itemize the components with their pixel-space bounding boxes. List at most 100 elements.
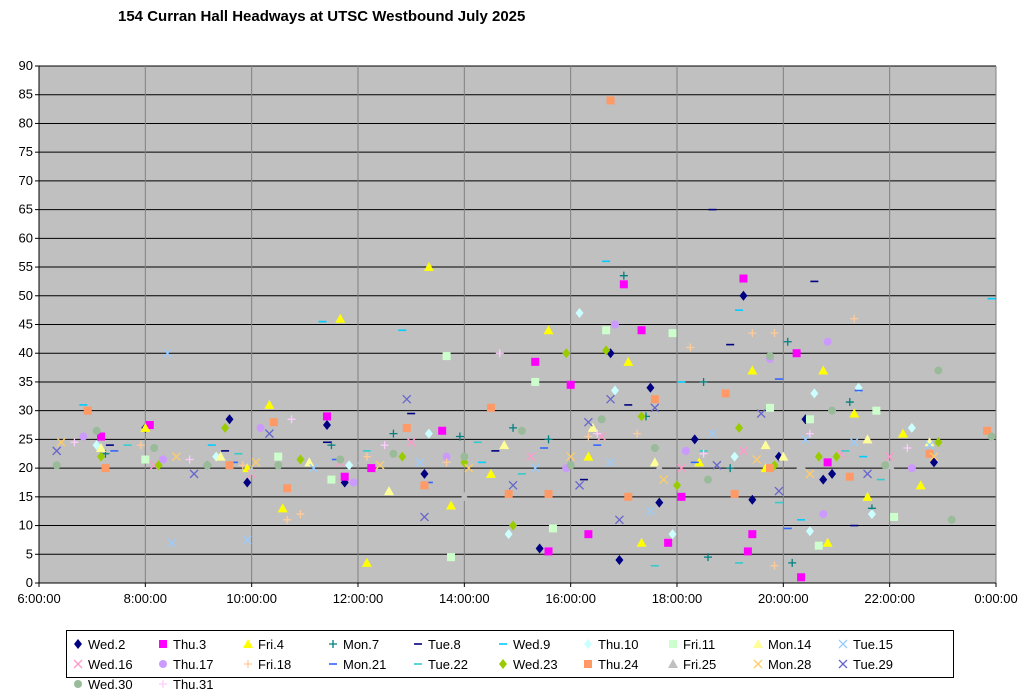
data-point	[56, 437, 66, 447]
legend-marker	[159, 640, 167, 648]
data-point	[530, 463, 540, 473]
data-point	[327, 475, 336, 484]
data-point	[903, 444, 912, 453]
legend-item: Mon.28	[751, 654, 836, 674]
legend-marker-shape	[753, 639, 763, 648]
legend-label: Mon.21	[343, 656, 387, 672]
series-thu-24	[83, 96, 992, 501]
data-point	[287, 415, 296, 424]
data-point	[814, 541, 823, 550]
data-point	[823, 458, 832, 467]
data-point	[544, 489, 553, 498]
data-point	[637, 326, 646, 335]
legend-marker	[243, 639, 253, 648]
data-point	[460, 452, 469, 461]
series-tue-22	[123, 441, 885, 567]
legend-marker-shape	[329, 640, 337, 648]
legend-marker-shape	[74, 639, 82, 649]
data-point	[823, 337, 832, 346]
data-point	[766, 403, 775, 412]
data-point	[907, 422, 916, 433]
series-fri-11	[141, 326, 899, 562]
x-tick-label: 16:00:00	[545, 591, 596, 606]
data-point	[509, 520, 518, 531]
y-tick-label: 10	[19, 518, 33, 533]
data-point	[797, 573, 806, 582]
data-point	[828, 406, 837, 415]
legend-marker-shape	[753, 659, 763, 669]
data-point	[748, 494, 757, 505]
data-point	[485, 468, 496, 478]
data-point	[380, 441, 389, 450]
legend-marker	[74, 680, 82, 688]
legend-marker-shape	[159, 660, 167, 668]
y-tick-label: 45	[19, 317, 33, 332]
y-axis: 0 5 10 15 20 25 30 35 40 45 50 55 60 65 70 75 80 85 90	[19, 58, 39, 590]
data-point	[189, 469, 199, 479]
data-point	[885, 452, 895, 462]
data-point	[136, 441, 145, 450]
data-point	[296, 454, 305, 465]
series-fri-18	[136, 314, 859, 570]
legend-label: Thu.31	[173, 676, 214, 692]
data-point	[243, 477, 252, 488]
data-point	[361, 557, 372, 567]
data-point	[783, 337, 792, 346]
legend-label: Mon.14	[768, 636, 812, 652]
data-point	[531, 377, 540, 386]
legend-item: Thu.17	[156, 654, 241, 674]
y-tick-label: 85	[19, 87, 33, 102]
data-point	[712, 460, 722, 470]
data-point	[645, 506, 655, 516]
data-point	[269, 418, 278, 427]
data-point	[788, 558, 797, 567]
data-point	[748, 530, 757, 539]
legend-item: Thu.24	[581, 654, 666, 674]
data-point	[398, 451, 407, 462]
legend-item: Thu.3	[156, 634, 241, 654]
data-point	[367, 464, 376, 473]
data-point	[819, 474, 828, 485]
x-tick-label: 14:00:00	[439, 591, 490, 606]
y-tick-label: 65	[19, 202, 33, 217]
legend-label: Tue.22	[428, 656, 468, 672]
legend-item: Tue.22	[411, 654, 496, 674]
data-point	[619, 280, 628, 289]
data-point	[655, 497, 664, 508]
data-point	[832, 451, 841, 462]
data-point	[225, 414, 234, 425]
legend-item: Thu.10	[581, 634, 666, 654]
data-point	[766, 352, 775, 361]
legend-item: Wed.9	[496, 634, 581, 654]
data-point	[615, 555, 624, 566]
legend-marker	[73, 659, 83, 669]
data-point	[805, 429, 814, 438]
legend-marker-shape	[74, 680, 82, 688]
y-tick-label: 55	[19, 259, 33, 274]
legend-item: Wed.30	[71, 674, 156, 694]
data-point	[739, 274, 748, 283]
data-point	[924, 437, 935, 447]
data-point	[509, 423, 518, 432]
series-mon-7	[101, 271, 876, 567]
data-point	[897, 428, 908, 438]
data-point	[748, 329, 757, 338]
data-point	[238, 461, 247, 470]
data-point	[499, 440, 510, 450]
legend-label: Mon.7	[343, 636, 380, 652]
legend-item: Tue.29	[836, 654, 921, 674]
data-point	[738, 446, 748, 456]
legend-label: Wed.2	[88, 636, 126, 652]
legend-marker	[668, 659, 678, 668]
legend-marker-shape	[73, 659, 83, 669]
data-point	[92, 426, 101, 435]
data-point	[495, 349, 504, 358]
data-point	[881, 461, 890, 470]
x-tick-label: 0:00:00	[974, 591, 1017, 606]
data-point	[907, 464, 916, 473]
data-point	[340, 472, 349, 481]
data-point	[526, 452, 536, 462]
data-point	[934, 366, 943, 375]
data-point	[623, 356, 634, 366]
data-point	[459, 491, 470, 501]
